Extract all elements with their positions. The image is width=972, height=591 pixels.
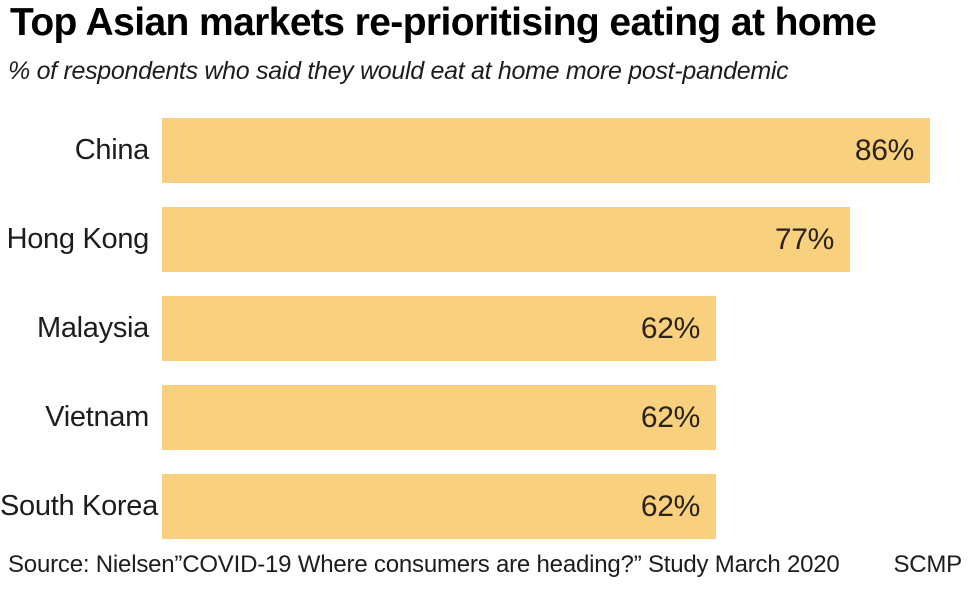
bar: 77% [162, 207, 850, 272]
chart-subtitle: % of respondents who said they would eat… [8, 57, 789, 85]
bar: 62% [162, 385, 716, 450]
category-label: Hong Kong [6, 223, 150, 255]
bar-row-malaysia: Malaysia 62% [0, 296, 972, 361]
chart-footer: Source: Nielsen”COVID-19 Where consumers… [8, 551, 962, 579]
brand-credit: SCMP [893, 551, 962, 578]
bar-track: 62% [162, 385, 972, 450]
bar: 62% [162, 474, 716, 539]
bar: 86% [162, 118, 930, 183]
bar-row-china: China 86% [0, 118, 972, 183]
bar-track: 86% [162, 118, 972, 183]
bar-row-hong-kong: Hong Kong 77% [0, 207, 972, 272]
bar-track: 77% [162, 207, 972, 272]
value-label: 77% [774, 222, 834, 256]
category-label: China [74, 134, 150, 166]
source-note: Source: Nielsen”COVID-19 Where consumers… [8, 551, 840, 578]
bar-row-south-korea: South Korea 62% [0, 474, 972, 539]
category-label: South Korea [0, 490, 158, 522]
value-label: 62% [640, 489, 700, 523]
value-label: 86% [854, 133, 914, 167]
chart-title: Top Asian markets re-prioritising eating… [10, 1, 877, 44]
bar: 62% [162, 296, 716, 361]
value-label: 62% [640, 311, 700, 345]
value-label: 62% [640, 400, 700, 434]
bar-chart: China 86% Hong Kong 77% Malaysia 62% [0, 118, 972, 539]
category-label: Vietnam [45, 401, 149, 433]
bar-track: 62% [162, 296, 972, 361]
category-label: Malaysia [36, 312, 149, 344]
bar-row-vietnam: Vietnam 62% [0, 385, 972, 450]
bar-track: 62% [162, 474, 972, 539]
